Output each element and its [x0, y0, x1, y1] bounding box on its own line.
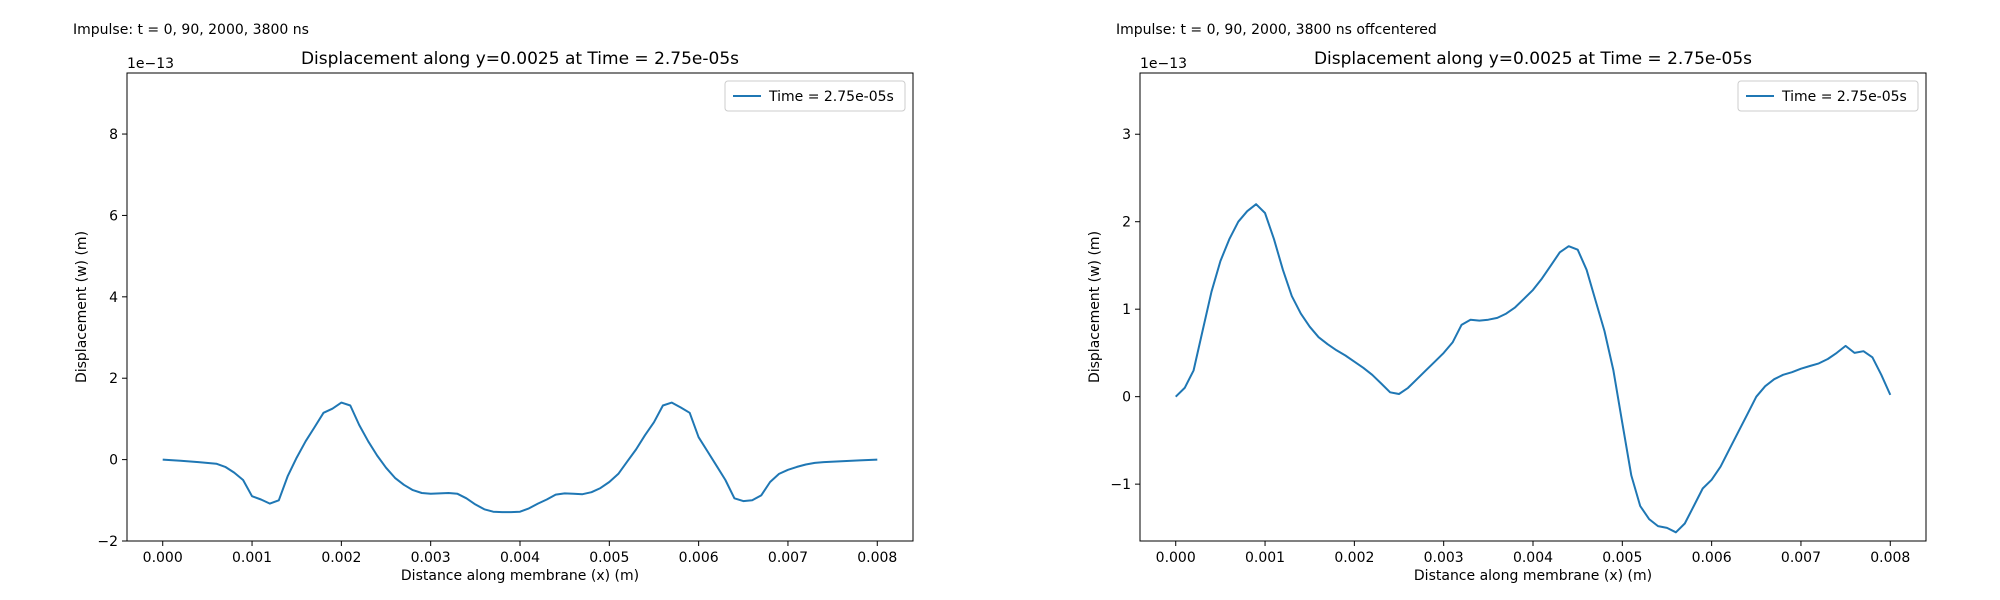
x-tick-label: 0.004: [500, 550, 540, 566]
x-tick-label: 0.006: [679, 550, 719, 566]
legend-box: [724, 80, 906, 112]
chart-right: Displacement along y=0.0025 at Time = 2.…: [1087, 49, 1927, 584]
series-line: [162, 401, 878, 514]
y-tick-label: −2: [97, 534, 118, 550]
x-tick-label: 0.007: [1781, 550, 1821, 566]
y-tick-label: 6: [109, 208, 118, 224]
chart-caption-left: Impulse: t = 0, 90, 2000, 3800 ns: [73, 22, 309, 38]
y-axis-label: Displacement (w) (m): [1087, 231, 1103, 383]
chart-left: Displacement along y=0.0025 at Time = 2.…: [74, 49, 914, 584]
plot-frame: [1139, 72, 1927, 542]
chart-caption-right: Impulse: t = 0, 90, 2000, 3800 ns offcen…: [1116, 22, 1437, 38]
chart-title: Displacement along y=0.0025 at Time = 2.…: [1314, 49, 1752, 69]
x-tick-label: 0.008: [1870, 550, 1910, 566]
y-scale-label: 1e−13: [1140, 56, 1187, 72]
x-axis-label: Distance along membrane (x) (m): [1414, 568, 1652, 584]
y-scale-label: 1e−13: [127, 56, 174, 72]
x-tick-label: 0.000: [143, 550, 183, 566]
x-axis-label: Distance along membrane (x) (m): [401, 568, 639, 584]
y-tick-label: 4: [109, 290, 118, 306]
x-tick-label: 0.001: [232, 550, 272, 566]
y-tick-label: −1: [1110, 477, 1131, 493]
y-tick-label: 1: [1122, 302, 1131, 318]
x-tick-label: 0.003: [1424, 550, 1464, 566]
x-tick-label: 0.000: [1156, 550, 1196, 566]
y-axis-label: Displacement (w) (m): [74, 231, 90, 383]
x-tick-label: 0.001: [1245, 550, 1285, 566]
x-tick-label: 0.004: [1513, 550, 1553, 566]
x-tick-label: 0.008: [857, 550, 897, 566]
y-tick-label: 8: [109, 127, 118, 143]
y-tick-label: 0: [1122, 390, 1131, 406]
x-tick-label: 0.002: [1334, 550, 1374, 566]
y-tick-label: 2: [1122, 215, 1131, 231]
chart-title: Displacement along y=0.0025 at Time = 2.…: [301, 49, 739, 69]
plot-frame: [126, 72, 914, 542]
legend-label: Time = 2.75e-05s: [768, 89, 894, 105]
x-tick-label: 0.003: [411, 550, 451, 566]
x-tick-label: 0.005: [1602, 550, 1642, 566]
x-tick-label: 0.005: [589, 550, 629, 566]
x-tick-label: 0.002: [321, 550, 361, 566]
series-line: [1175, 203, 1892, 534]
x-tick-label: 0.007: [768, 550, 808, 566]
y-tick-label: 0: [109, 453, 118, 469]
y-tick-label: 3: [1122, 127, 1131, 143]
y-tick-label: 2: [109, 371, 118, 387]
legend-box: [1737, 80, 1919, 112]
legend-label: Time = 2.75e-05s: [1781, 89, 1907, 105]
x-tick-label: 0.006: [1692, 550, 1732, 566]
